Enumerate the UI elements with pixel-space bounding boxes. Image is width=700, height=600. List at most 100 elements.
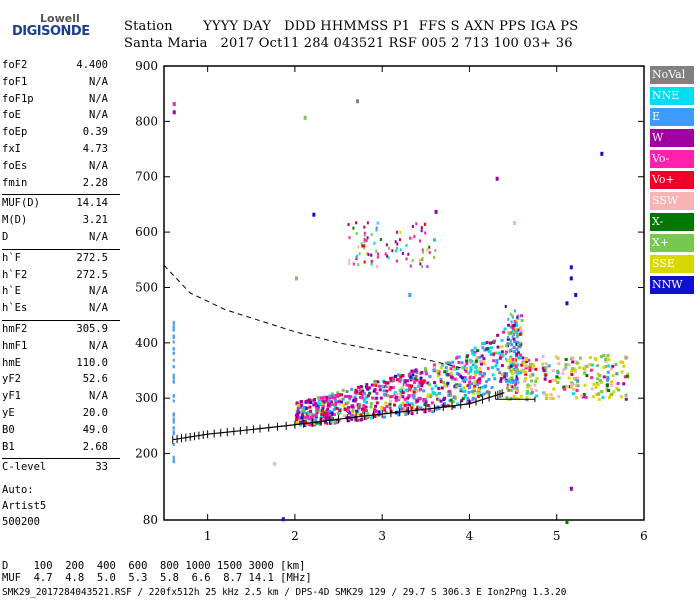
- echo-point: [592, 382, 596, 386]
- echo-point: [426, 404, 430, 408]
- echo-point: [394, 240, 397, 244]
- echo-point: [433, 238, 436, 242]
- echo-point: [433, 392, 437, 396]
- echo-point: [406, 407, 410, 411]
- param-row: yE 20.0: [2, 406, 108, 420]
- echo-point: [424, 397, 428, 401]
- echo-point: [504, 305, 507, 309]
- echo-point: [598, 374, 602, 378]
- echo-point: [343, 394, 347, 398]
- echo-point: [366, 236, 369, 240]
- echo-point: [172, 457, 175, 461]
- echo-point: [522, 379, 526, 383]
- echo-point: [378, 388, 382, 392]
- echo-point: [473, 384, 477, 388]
- echo-point: [446, 361, 450, 365]
- echo-point: [625, 374, 629, 378]
- echo-point: [599, 355, 603, 359]
- echo-point: [318, 421, 322, 425]
- echo-point: [444, 366, 448, 370]
- echo-point: [447, 394, 451, 398]
- param-row: foF1 N/A: [2, 75, 108, 89]
- echo-point: [295, 415, 299, 419]
- echo-point: [444, 372, 448, 376]
- echo-point: [600, 380, 604, 384]
- echo-point: [510, 364, 513, 368]
- echo-point: [448, 389, 452, 393]
- echo-point: [601, 395, 605, 399]
- echo-point: [515, 347, 518, 351]
- echo-point: [445, 369, 449, 373]
- echo-point: [307, 398, 311, 402]
- echo-point: [375, 401, 379, 405]
- param-value: N/A: [89, 92, 108, 105]
- echo-point: [321, 408, 325, 412]
- legend-item: W: [650, 129, 694, 147]
- echo-point: [446, 381, 450, 385]
- param-row: fmin 2.28: [2, 176, 108, 190]
- echo-point: [326, 407, 330, 411]
- echo-point: [310, 412, 314, 416]
- echo-point: [505, 386, 509, 390]
- echo-point: [508, 365, 511, 369]
- echo-point: [602, 353, 606, 357]
- echo-point: [614, 363, 618, 367]
- echo-point: [525, 358, 529, 362]
- echo-point: [412, 390, 416, 394]
- echo-point: [363, 392, 367, 396]
- param-name: foEs: [2, 159, 28, 172]
- echo-point: [314, 402, 318, 406]
- echo-point: [411, 403, 415, 407]
- echo-point: [423, 402, 427, 406]
- echo-point: [572, 387, 576, 391]
- echo-point: [534, 389, 538, 393]
- echo-point: [604, 365, 608, 369]
- echo-point: [480, 385, 484, 389]
- echo-point: [361, 410, 365, 414]
- echo-point: [541, 366, 545, 370]
- echo-point: [376, 380, 380, 384]
- echo-point: [588, 356, 592, 360]
- echo-point: [423, 367, 427, 371]
- echo-point: [590, 363, 594, 367]
- echo-point: [496, 333, 500, 337]
- echo-point: [379, 406, 383, 410]
- echo-point: [457, 383, 461, 387]
- echo-point: [295, 418, 299, 422]
- legend-item: Vo-: [650, 150, 694, 168]
- echo-point: [368, 391, 372, 395]
- echo-point: [617, 388, 621, 392]
- echo-point: [519, 394, 523, 398]
- echo-point: [350, 387, 354, 391]
- echo-point: [515, 333, 519, 337]
- echo-point: [394, 399, 398, 403]
- echo-point: [302, 410, 306, 414]
- echo-point: [379, 396, 383, 400]
- echo-point: [410, 369, 414, 373]
- echo-point: [513, 386, 517, 390]
- echo-point: [470, 382, 474, 386]
- echo-point: [605, 384, 609, 388]
- param-row: C-level 33: [2, 460, 108, 474]
- echo-point: [386, 381, 390, 385]
- echo-point: [388, 402, 392, 406]
- echo-point: [386, 394, 390, 398]
- echo-point: [359, 414, 363, 418]
- echo-point: [408, 385, 412, 389]
- echo-point: [572, 377, 576, 381]
- echo-point: [443, 383, 447, 387]
- echo-point: [611, 364, 615, 368]
- echo-point: [476, 368, 480, 372]
- echo-point: [430, 387, 434, 391]
- echo-point: [439, 377, 443, 381]
- param-row: fxI 4.73: [2, 142, 108, 156]
- echo-point: [615, 386, 619, 390]
- echo-point: [374, 383, 378, 387]
- echo-point: [315, 421, 319, 425]
- echo-point: [509, 397, 513, 401]
- echo-point: [530, 366, 534, 370]
- echo-point: [465, 355, 469, 359]
- echo-point: [427, 393, 431, 397]
- echo-point: [405, 244, 408, 248]
- echo-point: [530, 390, 534, 394]
